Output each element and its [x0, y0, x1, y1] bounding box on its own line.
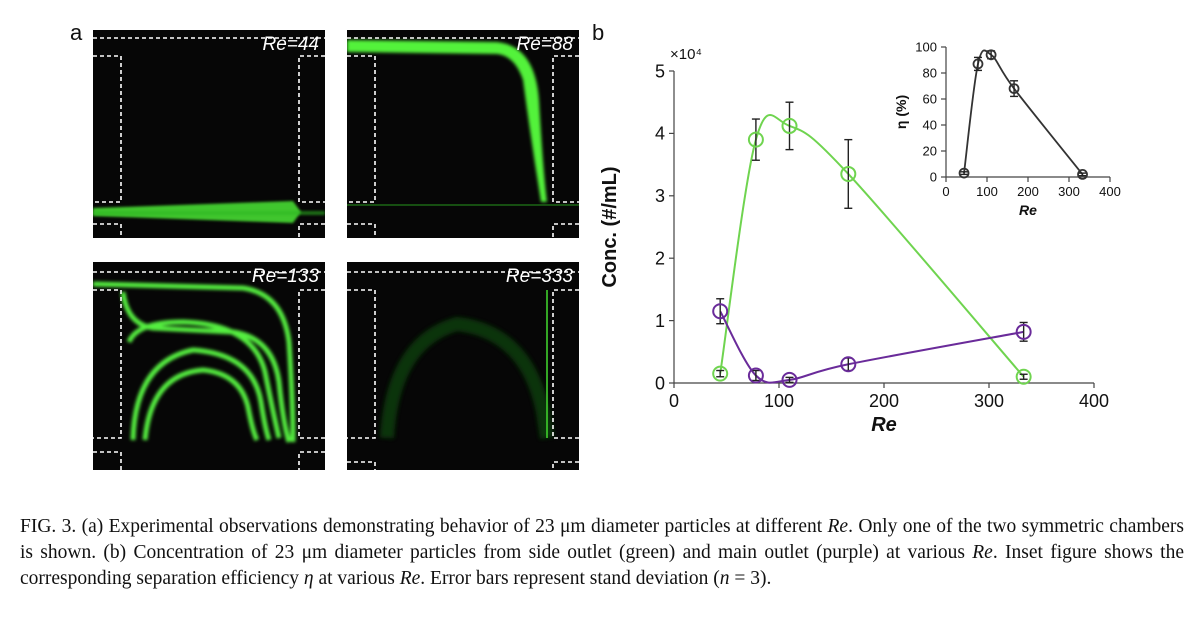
caption-text: FIG. 3. (a) Experimental observations de… [20, 516, 828, 537]
y-axis-label: Conc. (#/mL) [599, 166, 621, 287]
y-tick-label: 80 [923, 66, 937, 81]
x-tick-label: 100 [764, 391, 794, 411]
x-tick-label: 400 [1099, 184, 1121, 199]
x-tick-label: 0 [942, 184, 949, 199]
micrograph-label: Re=44 [262, 34, 319, 55]
data-point [1015, 368, 1032, 385]
y-tick-label: 0 [930, 170, 937, 185]
caption-re: Re [972, 542, 993, 563]
data-point [712, 303, 729, 320]
y-tick-label: 2 [655, 249, 665, 269]
series-line [719, 114, 1025, 378]
micrograph-label: Re=88 [516, 34, 573, 55]
data-point [958, 167, 970, 179]
data-point [1077, 168, 1088, 180]
caption-text: . Error bars represent stand deviation ( [420, 568, 720, 589]
data-point [985, 49, 997, 61]
y-multiplier: ×10⁴ [670, 46, 702, 63]
caption-n: n [719, 568, 730, 589]
x-tick-label: 400 [1079, 391, 1109, 411]
data-point [840, 356, 857, 373]
x-tick-label: 300 [974, 391, 1004, 411]
y-tick-label: 1 [655, 311, 665, 331]
x-axis-label: Re [1019, 202, 1037, 218]
micrograph-re88: Re=88 [347, 30, 579, 238]
caption-text: at various [313, 568, 400, 589]
y-tick-label: 20 [923, 144, 937, 159]
data-point [712, 365, 729, 382]
y-tick-label: 40 [923, 118, 937, 133]
y-tick-label: 4 [655, 124, 665, 144]
data-point [747, 131, 764, 148]
x-tick-label: 200 [869, 391, 899, 411]
caption-re: Re [827, 516, 849, 537]
x-tick-label: 200 [1017, 184, 1039, 199]
figure-caption: FIG. 3. (a) Experimental observations de… [20, 514, 1184, 592]
micrograph-re44: Re=44 [93, 30, 325, 238]
caption-text: . Inset figure shows the corresponding s… [20, 542, 1184, 589]
y-tick-label: 100 [915, 40, 937, 55]
caption-text: . Only one of the two symmetric chambers… [20, 516, 1185, 563]
x-tick-label: 300 [1058, 184, 1080, 199]
data-point [1015, 323, 1032, 340]
data-point [781, 371, 798, 388]
x-tick-label: 0 [669, 391, 679, 411]
y-tick-label: 60 [923, 92, 937, 107]
panel-b-letter: b [592, 20, 605, 45]
x-axis-label: Re [871, 414, 897, 436]
series-line [963, 49, 1084, 175]
y-tick-label: 3 [655, 186, 665, 206]
x-tick-label: 100 [976, 184, 998, 199]
data-point [1008, 83, 1020, 94]
micrograph-re333: Re=333 [347, 262, 579, 470]
micrograph-label: Re=333 [505, 266, 573, 287]
data-point [972, 58, 984, 70]
y-tick-label: 0 [655, 373, 665, 393]
data-point [840, 165, 857, 182]
data-point [747, 367, 764, 384]
micrograph-label: Re=133 [251, 266, 319, 287]
panel-a-letter: a [70, 20, 83, 45]
y-axis-label: η (%) [893, 95, 909, 129]
micrograph-re133: Re=133 [93, 262, 325, 470]
y-tick-label: 5 [655, 61, 665, 81]
caption-re: Re [399, 568, 421, 589]
data-point [781, 117, 798, 134]
caption-text: = 3). [729, 568, 772, 589]
caption-eta: η [303, 568, 314, 589]
